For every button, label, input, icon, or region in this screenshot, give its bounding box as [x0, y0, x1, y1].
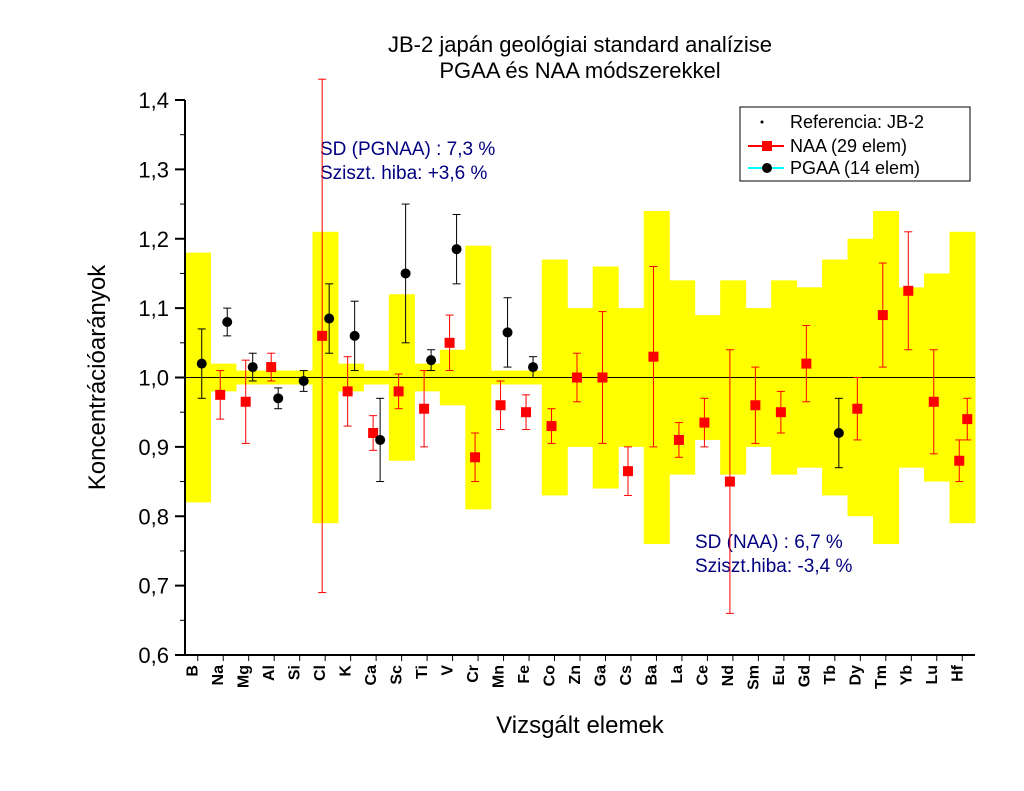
legend-ref-label: Referencia: JB-2 [790, 112, 924, 132]
x-tick-label: Cl [312, 665, 329, 681]
naa-point [929, 397, 938, 406]
naa-point [369, 429, 378, 438]
pgaa-point [273, 393, 283, 403]
x-tick-label: Nd [720, 665, 737, 686]
naa-point [674, 435, 683, 444]
x-tick-label: Mn [491, 665, 508, 688]
annotation-pgnaa-sd: SD (PGNAA) : 7,3 % [320, 139, 495, 160]
pgaa-point [197, 359, 207, 369]
naa-point [725, 477, 734, 486]
y-tick-label: 0,8 [138, 504, 169, 529]
pgaa-point [222, 317, 232, 327]
naa-point [963, 415, 972, 424]
naa-point [445, 338, 454, 347]
chart-title-line2: PGAA és NAA módszerekkel [439, 58, 720, 83]
pgaa-point [248, 362, 258, 372]
x-tick-label: Lu [924, 665, 941, 685]
pgaa-point [503, 327, 513, 337]
x-tick-label: Cr [465, 665, 482, 683]
concentration-ratio-chart: JB-2 japán geológiai standard analíziseP… [0, 0, 1024, 791]
y-tick-label: 1,2 [138, 227, 169, 252]
x-tick-label: V [440, 665, 457, 676]
naa-point [700, 418, 709, 427]
naa-point [318, 331, 327, 340]
naa-point [904, 286, 913, 295]
legend-pgaa-marker [762, 163, 772, 173]
naa-point [343, 387, 352, 396]
chart-title-line1: JB-2 japán geológiai standard analízise [388, 32, 772, 57]
naa-point [802, 359, 811, 368]
y-tick-label: 1,1 [138, 296, 169, 321]
annotation-pgnaa-syst: Sziszt. hiba: +3,6 % [320, 163, 487, 184]
x-tick-label: Hf [949, 664, 966, 682]
naa-point [420, 404, 429, 413]
x-tick-label: Ca [363, 665, 380, 686]
x-tick-label: K [338, 665, 355, 677]
annotation-naa-sd: SD (NAA) : 6,7 % [695, 532, 843, 553]
x-tick-label: Co [542, 665, 559, 687]
naa-point [547, 422, 556, 431]
x-tick-label: Na [210, 665, 227, 686]
x-axis-label: Vizsgált elemek [496, 712, 665, 739]
x-tick-label: Al [261, 665, 278, 681]
pgaa-point [401, 268, 411, 278]
y-tick-label: 0,9 [138, 435, 169, 460]
pgaa-point [299, 376, 309, 386]
pgaa-point [324, 314, 334, 324]
pgaa-point [350, 331, 360, 341]
y-axis-label: Koncentrációarányok [84, 264, 111, 490]
pgaa-point [452, 244, 462, 254]
naa-point [649, 352, 658, 361]
y-tick-label: 1,4 [138, 88, 169, 113]
legend-naa-marker [762, 141, 772, 151]
annotation-naa-syst: Sziszt.hiba: -3,4 % [695, 556, 852, 577]
x-tick-label: Si [287, 665, 304, 680]
naa-point [394, 387, 403, 396]
x-tick-label: Fe [516, 665, 533, 684]
y-tick-label: 0,6 [138, 643, 169, 668]
x-tick-label: Ba [643, 665, 660, 686]
naa-point [598, 373, 607, 382]
x-tick-label: B [185, 665, 202, 677]
x-tick-label: Gd [796, 665, 813, 687]
x-tick-label: Ti [414, 665, 431, 679]
x-tick-label: Sc [389, 665, 406, 685]
naa-point [496, 401, 505, 410]
naa-point [623, 467, 632, 476]
x-tick-label: Cs [618, 665, 635, 686]
x-tick-label: Yb [898, 665, 915, 686]
naa-point [267, 363, 276, 372]
legend: Referencia: JB-2 NAA (29 elem)PGAA (14 el… [740, 107, 970, 181]
x-tick-label: Dy [847, 665, 864, 686]
naa-point [776, 408, 785, 417]
naa-point [216, 390, 225, 399]
legend-ref-marker [761, 121, 764, 124]
naa-point [878, 311, 887, 320]
legend-naa-label: NAA (29 elem) [790, 136, 907, 156]
x-tick-label: Tb [822, 665, 839, 685]
y-tick-label: 1,0 [138, 366, 169, 391]
naa-point [522, 408, 531, 417]
legend-pgaa-label: PGAA (14 elem) [790, 158, 920, 178]
pgaa-point [834, 428, 844, 438]
x-tick-label: Ce [694, 665, 711, 686]
naa-point [853, 404, 862, 413]
naa-point [573, 373, 582, 382]
pgaa-point [528, 362, 538, 372]
naa-point [955, 456, 964, 465]
x-tick-label: Mg [236, 665, 253, 688]
naa-point [471, 453, 480, 462]
pgaa-point [426, 355, 436, 365]
pgaa-point [375, 435, 385, 445]
x-tick-label: Sm [745, 665, 762, 690]
x-tick-label: Ga [592, 665, 609, 686]
y-tick-label: 1,3 [138, 157, 169, 182]
x-tick-label: Zn [567, 665, 584, 685]
x-tick-label: La [669, 665, 686, 684]
y-tick-label: 0,7 [138, 574, 169, 599]
naa-point [751, 401, 760, 410]
naa-point [241, 397, 250, 406]
x-tick-label: Tm [873, 665, 890, 689]
x-tick-label: Eu [771, 665, 788, 685]
